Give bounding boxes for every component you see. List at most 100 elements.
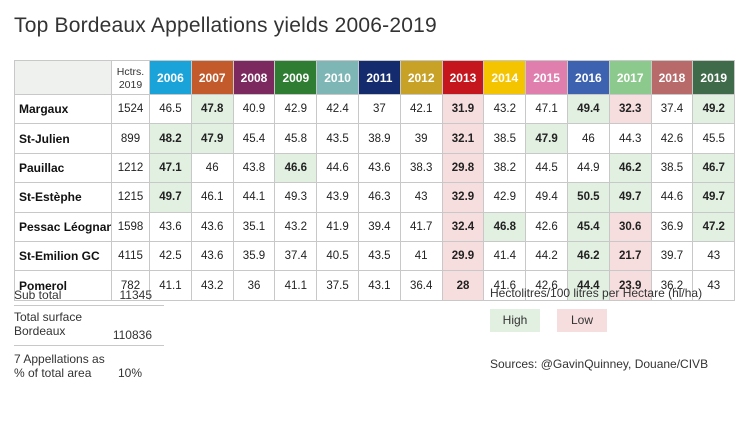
yield-cell: 43.2 bbox=[483, 93, 527, 125]
yield-cell: 42.6 bbox=[525, 270, 568, 301]
yield-cell: 43.2 bbox=[274, 211, 318, 242]
yield-cell: 28 bbox=[441, 270, 485, 301]
yield-cell: 38.3 bbox=[399, 152, 443, 184]
yield-cell: 49.4 bbox=[566, 93, 610, 125]
appellation-name: St-Estèphe bbox=[14, 182, 112, 213]
yield-cell: 43 bbox=[692, 240, 736, 272]
yield-cell: 41 bbox=[399, 240, 443, 272]
corner-cell bbox=[14, 60, 112, 95]
yield-cell: 47.1 bbox=[525, 93, 568, 125]
yield-cell: 46.2 bbox=[608, 152, 652, 184]
chart-title: Top Bordeaux Appellations yields 2006-20… bbox=[14, 14, 437, 37]
yield-cell: 39.7 bbox=[650, 240, 694, 272]
year-header-2011: 2011 bbox=[357, 60, 401, 95]
yield-cell: 42.6 bbox=[525, 211, 568, 242]
yield-cell: 44.2 bbox=[525, 240, 568, 272]
yield-cell: 43.6 bbox=[190, 211, 234, 242]
yield-cell: 47.9 bbox=[190, 123, 234, 154]
percent-label: 7 Appellations as bbox=[14, 352, 105, 366]
yield-cell: 21.7 bbox=[608, 240, 652, 272]
subtotal-row: Sub total 11345 bbox=[14, 286, 164, 306]
yield-cell: 29.8 bbox=[441, 152, 485, 184]
year-header-2017: 2017 bbox=[608, 60, 652, 95]
year-header-2015: 2015 bbox=[525, 60, 568, 95]
yield-cell: 29.9 bbox=[441, 240, 485, 272]
yield-cell: 50.5 bbox=[566, 182, 610, 213]
year-header-2009: 2009 bbox=[274, 60, 318, 95]
yield-cell: 43.5 bbox=[357, 240, 401, 272]
legend-low: Low bbox=[557, 309, 607, 332]
hectares-cell: 4115 bbox=[111, 240, 150, 272]
table-row: Pomerol 782 41.1 43.2 36 41.1 37.5 43.1 36.4 28 41… bbox=[14, 270, 736, 301]
yield-cell: 44.6 bbox=[650, 182, 694, 213]
yield-cell: 40.9 bbox=[232, 93, 276, 125]
legend-title: Hectolitres/100 litres per Hectare (hl/h… bbox=[490, 286, 703, 300]
yield-cell: 43 bbox=[692, 270, 736, 301]
yield-cell: 42.4 bbox=[316, 93, 359, 125]
table-body: Margaux 1524 46.5 47.8 40.9 42.9 42.4 37 42.1 31.… bbox=[14, 93, 736, 301]
total-surface-value: 110836 bbox=[112, 328, 152, 342]
yield-cell: 49.7 bbox=[149, 182, 192, 213]
yield-cell: 38.5 bbox=[650, 152, 694, 184]
yield-cell: 48.2 bbox=[149, 123, 192, 154]
yield-cell: 45.4 bbox=[566, 211, 610, 242]
hectares-cell: 1215 bbox=[111, 182, 150, 213]
yield-cell: 41.6 bbox=[483, 270, 527, 301]
appellation-name: Pauillac bbox=[14, 152, 112, 184]
yield-cell: 43.1 bbox=[357, 270, 401, 301]
table-row: St-Emilion GC 4115 42.5 43.6 35.9 37.4 40.5 43.… bbox=[14, 240, 736, 272]
appellation-name: Margaux bbox=[14, 93, 112, 125]
yield-cell: 46.2 bbox=[566, 240, 610, 272]
year-header-2013: 2013 bbox=[441, 60, 485, 95]
yield-cell: 44.4 bbox=[566, 270, 610, 301]
subtotal-value: 11345 bbox=[119, 288, 152, 302]
yield-cell: 43 bbox=[399, 182, 443, 213]
yield-cell: 43.9 bbox=[316, 182, 359, 213]
appellation-name: St-Julien bbox=[14, 123, 112, 154]
yield-cell: 36.2 bbox=[650, 270, 694, 301]
yield-cell: 47.2 bbox=[692, 211, 736, 242]
year-header-2016: 2016 bbox=[566, 60, 610, 95]
percent-row: 7 Appellations as % of total area 10% bbox=[14, 346, 164, 380]
yield-cell: 32.9 bbox=[441, 182, 485, 213]
yield-cell: 42.9 bbox=[274, 93, 318, 125]
yield-cell: 42.6 bbox=[650, 123, 694, 154]
yields-table: Hctrs. 2019 2006 2007 2008 2009 2010 2011 2012… bbox=[14, 60, 736, 301]
yield-cell: 43.8 bbox=[232, 152, 276, 184]
year-header-2010: 2010 bbox=[316, 60, 359, 95]
table-row: St-Estèphe 1215 49.7 46.1 44.1 49.3 43.9 46.3 43… bbox=[14, 182, 736, 213]
yield-cell: 41.9 bbox=[316, 211, 359, 242]
yield-cell: 49.2 bbox=[692, 93, 736, 125]
yield-cell: 37.4 bbox=[274, 240, 318, 272]
appellation-name: St-Emilion GC bbox=[14, 240, 112, 272]
yield-cell: 41.1 bbox=[274, 270, 318, 301]
appellation-name: Pomerol bbox=[14, 270, 112, 301]
yield-cell: 38.2 bbox=[483, 152, 527, 184]
yield-cell: 42.5 bbox=[149, 240, 192, 272]
yield-cell: 45.8 bbox=[274, 123, 318, 154]
hectares-cell: 899 bbox=[111, 123, 150, 154]
year-header-2019: 2019 bbox=[692, 60, 736, 95]
yield-cell: 39 bbox=[399, 123, 443, 154]
percent-label-2: % of total area bbox=[14, 366, 92, 380]
year-header-2012: 2012 bbox=[399, 60, 443, 95]
yield-cell: 49.7 bbox=[608, 182, 652, 213]
yield-cell: 44.5 bbox=[525, 152, 568, 184]
hectares-cell: 1212 bbox=[111, 152, 150, 184]
year-header-2014: 2014 bbox=[483, 60, 527, 95]
yield-cell: 46 bbox=[190, 152, 234, 184]
yield-cell: 46.7 bbox=[692, 152, 736, 184]
legend-high: High bbox=[490, 309, 540, 332]
table-row: St-Julien 899 48.2 47.9 45.4 45.8 43.5 38.9 39 32… bbox=[14, 123, 736, 154]
yield-cell: 49.4 bbox=[525, 182, 568, 213]
yield-cell: 41.4 bbox=[483, 240, 527, 272]
table-header-row: Hctrs. 2019 2006 2007 2008 2009 2010 2011 2012… bbox=[14, 60, 736, 95]
yield-cell: 44.6 bbox=[316, 152, 359, 184]
yield-cell: 40.5 bbox=[316, 240, 359, 272]
yield-cell: 42.9 bbox=[483, 182, 527, 213]
yield-cell: 36 bbox=[232, 270, 276, 301]
appellation-name: Pessac Léognan bbox=[14, 211, 112, 242]
yield-cell: 38.5 bbox=[483, 123, 527, 154]
yield-cell: 46.5 bbox=[149, 93, 192, 125]
hectares-cell: 782 bbox=[111, 270, 150, 301]
